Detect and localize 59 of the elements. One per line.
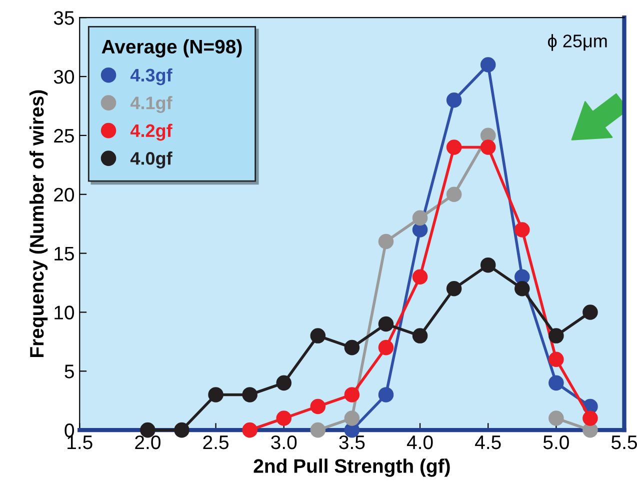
point xyxy=(582,410,598,426)
point xyxy=(344,340,360,356)
legend-label: 4.0gf xyxy=(130,152,172,168)
x-tick-label: 2.5 xyxy=(203,435,228,450)
point xyxy=(548,410,564,426)
point xyxy=(446,186,462,202)
x-tick-label: 1.5 xyxy=(68,436,92,450)
point xyxy=(446,281,462,296)
point xyxy=(412,328,428,344)
point xyxy=(242,387,258,402)
point xyxy=(310,422,326,438)
y-axis-title: Frequency (Number of wires) xyxy=(29,90,48,358)
point xyxy=(310,328,326,344)
point xyxy=(514,281,530,296)
x-tick-label: 3.5 xyxy=(339,435,365,450)
point xyxy=(582,304,598,320)
point xyxy=(276,410,292,426)
point xyxy=(378,316,394,332)
legend-label: 4.2gf xyxy=(130,124,172,141)
point xyxy=(174,422,190,438)
point xyxy=(480,257,496,273)
point xyxy=(378,234,394,250)
point xyxy=(344,410,360,426)
x-tick-label: 4.0 xyxy=(406,435,433,450)
y-tick-label: 10 xyxy=(54,306,74,320)
y-tick-label: 30 xyxy=(54,70,74,84)
point xyxy=(514,222,530,238)
y-tick-label: 15 xyxy=(54,246,74,261)
legend-label: 4.3gf xyxy=(130,68,172,86)
point xyxy=(242,422,258,438)
point xyxy=(310,398,326,414)
legend-title: Average (N=98) xyxy=(102,39,242,58)
point xyxy=(208,387,224,402)
point xyxy=(480,57,496,72)
point xyxy=(548,352,564,367)
y-tick-label: 35 xyxy=(54,11,74,25)
x-tick-label: 2.0 xyxy=(135,435,160,450)
point xyxy=(548,375,564,391)
point xyxy=(378,340,394,356)
x-tick-label: 5.5 xyxy=(612,436,637,450)
point xyxy=(480,140,496,155)
annotation: ϕ 25μm xyxy=(548,34,607,51)
point xyxy=(344,387,360,402)
y-tick-label: 5 xyxy=(64,364,74,378)
x-tick-label: 3.0 xyxy=(271,435,297,450)
x-tick-label: 4.5 xyxy=(475,436,501,450)
point xyxy=(446,92,462,108)
x-axis-title: 2nd Pull Strength (gf) xyxy=(254,458,450,477)
point xyxy=(378,387,394,402)
point xyxy=(446,140,462,155)
y-tick-label: 0 xyxy=(64,424,74,438)
y-tick-label: 25 xyxy=(54,128,74,143)
x-tick-label: 5.0 xyxy=(543,435,569,450)
y-tick-label: 20 xyxy=(54,188,74,202)
point xyxy=(548,328,564,344)
point xyxy=(412,269,428,285)
point xyxy=(276,375,292,391)
point xyxy=(412,210,428,226)
legend-label: 4.1gf xyxy=(130,96,172,113)
